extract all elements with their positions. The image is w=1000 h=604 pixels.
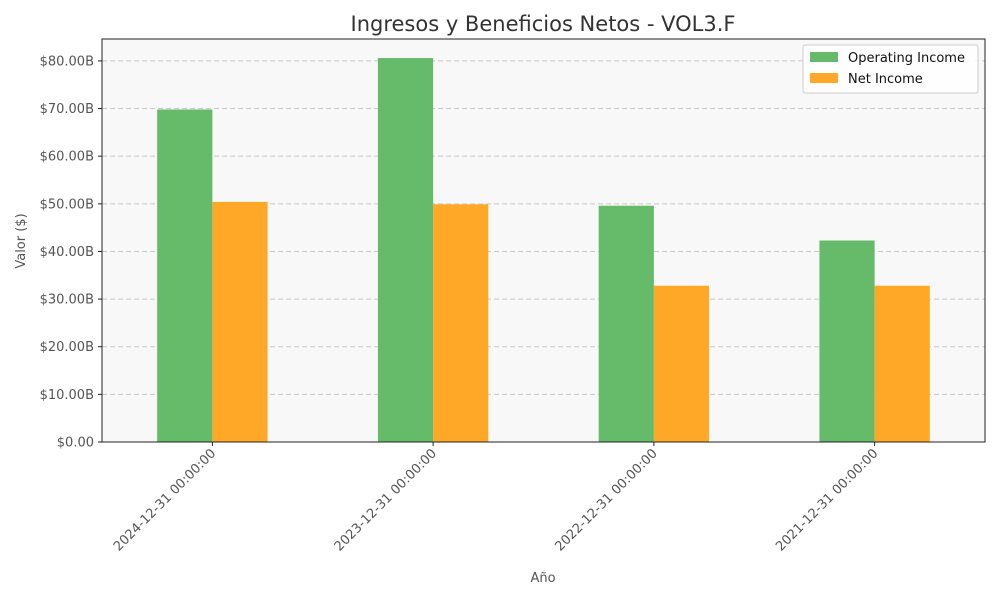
bars	[157, 58, 930, 442]
y-tick-label: $40.00B	[40, 245, 94, 260]
legend-label: Operating Income	[848, 51, 965, 66]
x-tick-label: 2022-12-31 00:00:00	[552, 446, 660, 554]
bar-operating-income	[157, 109, 213, 442]
chart-title: Ingresos y Beneficios Netos - VOL3.F	[351, 12, 736, 36]
x-axis-label: Año	[530, 571, 555, 586]
y-tick-label: $50.00B	[40, 197, 94, 212]
y-tick-label: $60.00B	[40, 150, 94, 165]
y-tick-label: $80.00B	[40, 54, 94, 69]
plot-frame	[101, 38, 986, 443]
x-ticks: 2024-12-31 00:00:00 2023-12-31 00:00:00 20…	[111, 442, 881, 554]
bar-net-income	[212, 201, 268, 442]
legend-box	[802, 44, 979, 94]
y-tick-label: $70.00B	[40, 102, 94, 117]
legend-label: Net Income	[848, 72, 923, 87]
x-tick-label: 2023-12-31 00:00:00	[332, 446, 440, 554]
legend-swatch	[810, 52, 838, 62]
bar-net-income	[874, 285, 930, 442]
axes	[101, 38, 986, 443]
y-ticks: $0.00 $10.00B $20.00B $30.00B $40.00B $50.00B…	[40, 54, 102, 451]
y-tick-label: $0.00	[57, 436, 94, 451]
y-tick-label: $10.00B	[40, 388, 94, 403]
bar-net-income	[433, 204, 489, 442]
bar-operating-income	[819, 240, 875, 442]
bar-operating-income	[377, 58, 434, 442]
x-tick-label: 2021-12-31 00:00:00	[773, 446, 881, 554]
y-tick-label: $30.00B	[40, 293, 94, 308]
bar-operating-income	[598, 205, 654, 442]
legend-swatch	[810, 73, 838, 83]
bar-net-income	[653, 285, 710, 442]
y-axis-label: Valor ($)	[14, 213, 29, 268]
x-tick-label: 2024-12-31 00:00:00	[111, 446, 219, 554]
y-tick-label: $20.00B	[40, 340, 94, 355]
legend: Operating Income Net Income	[802, 44, 979, 94]
